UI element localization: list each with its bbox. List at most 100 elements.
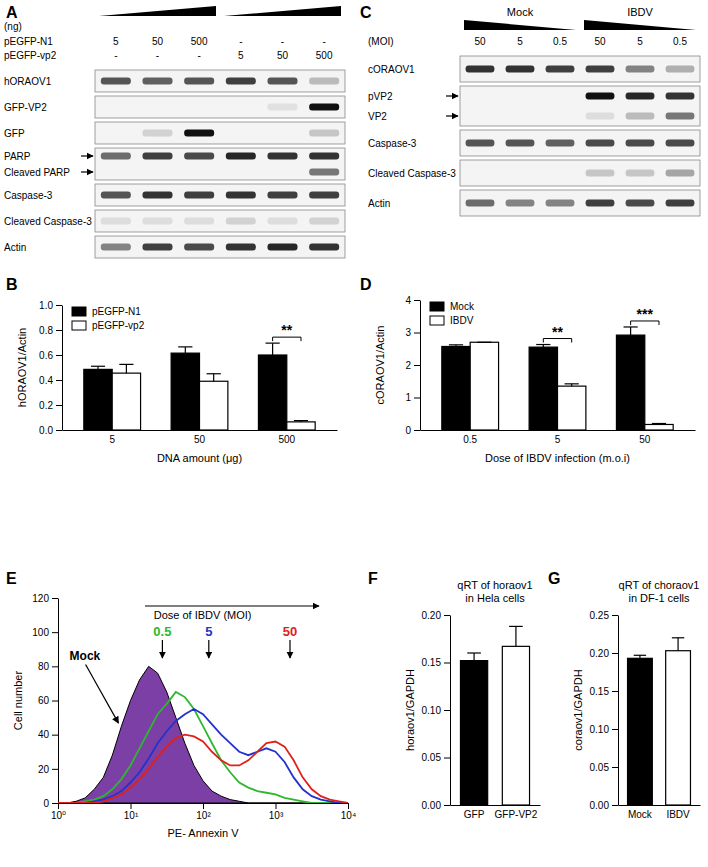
band xyxy=(101,169,131,176)
lane-header-value: - xyxy=(239,36,242,47)
tick-mark xyxy=(414,430,420,431)
bars xyxy=(460,626,529,805)
band xyxy=(184,169,214,176)
row-label: GFP xyxy=(4,128,25,139)
panel-label: A xyxy=(6,4,18,21)
tick-label: Mock xyxy=(628,809,653,820)
blot-strip xyxy=(460,130,700,156)
band xyxy=(101,192,131,199)
error-cap xyxy=(477,342,491,343)
band xyxy=(506,66,535,73)
tick-label: IBDV xyxy=(666,809,690,820)
tick-mark xyxy=(348,803,349,809)
tick-mark xyxy=(131,803,132,809)
error-stem xyxy=(272,343,273,355)
tick-label: 4 xyxy=(405,295,411,306)
axis-line xyxy=(58,599,59,804)
panel-label: D xyxy=(360,276,372,293)
tick: 0.20 xyxy=(590,648,618,659)
band xyxy=(546,113,575,120)
tick-label: 1 xyxy=(405,392,411,403)
band xyxy=(466,170,495,177)
tick-mark xyxy=(612,729,618,730)
band xyxy=(666,93,695,100)
tick: 0.05 xyxy=(590,762,618,773)
bar xyxy=(628,658,653,805)
row-label: GFP-VP2 xyxy=(4,102,47,113)
tick-label: 0.00 xyxy=(422,800,442,811)
tick-mark xyxy=(276,803,277,809)
error-cap xyxy=(634,655,646,656)
lane-header-value: - xyxy=(281,36,284,47)
tick: 80 xyxy=(38,661,58,672)
band xyxy=(268,130,298,137)
band xyxy=(184,244,214,251)
band xyxy=(309,78,339,85)
x-axis-title: DNA amount (μg) xyxy=(157,452,242,464)
y-axis-title: Cell number xyxy=(12,671,24,731)
error-cap xyxy=(652,423,666,424)
tick-label: 40 xyxy=(38,729,50,740)
x-axis: GFPGFP-VP2 xyxy=(451,805,541,820)
row-label: Caspase-3 xyxy=(4,190,53,201)
band xyxy=(666,170,695,177)
tick: 10³ xyxy=(269,803,284,821)
tick-mark xyxy=(56,380,62,381)
tick-mark xyxy=(52,701,58,702)
row-label: hORAOV1 xyxy=(4,76,52,87)
legend: MockIBDV xyxy=(430,301,475,326)
tick-label: 0.25 xyxy=(590,610,610,621)
lane-header-value: - xyxy=(197,50,200,61)
row-label: VP2 xyxy=(368,111,387,122)
series-label: 5 xyxy=(205,624,212,639)
band xyxy=(101,244,131,251)
lane-header-value: 50 xyxy=(474,36,486,47)
band xyxy=(184,104,214,111)
tick-label: 0.05 xyxy=(422,752,442,763)
tick-mark xyxy=(52,769,58,770)
band xyxy=(626,200,655,207)
band xyxy=(466,93,495,100)
band xyxy=(184,78,214,85)
tick: 0.2 xyxy=(39,400,62,411)
band xyxy=(309,153,339,160)
tick: 0.10 xyxy=(422,705,450,716)
y-axis: 01234 xyxy=(405,295,420,436)
band xyxy=(666,200,695,207)
band xyxy=(268,218,298,225)
line xyxy=(58,709,348,803)
bar xyxy=(84,369,112,430)
band xyxy=(226,78,256,85)
tick-label: 0 xyxy=(405,425,411,436)
tick-label: 10² xyxy=(196,810,211,821)
band xyxy=(268,153,298,160)
tick-label: 5 xyxy=(109,434,115,445)
y-axis-title: coraov1/GAPDH xyxy=(572,669,584,750)
error-bar xyxy=(178,347,192,353)
lane-header-value: - xyxy=(322,36,325,47)
bar-chart: 0.000.050.100.150.200.25MockIBDVqRT of c… xyxy=(572,579,701,820)
error-cap xyxy=(119,364,133,365)
error-bar xyxy=(672,638,684,651)
band xyxy=(143,130,173,137)
error-cap xyxy=(207,373,221,374)
error-cap xyxy=(624,326,638,327)
legend: pEGFP-N1pEGFP-vp2 xyxy=(72,306,145,331)
band xyxy=(268,244,298,251)
band xyxy=(309,130,339,137)
bar xyxy=(529,347,557,430)
y-axis-title: horaov1/GAPDH xyxy=(404,669,416,751)
bar xyxy=(258,355,286,430)
tick-label: 60 xyxy=(38,695,50,706)
blot-strip xyxy=(95,210,345,232)
tick-label: GFP xyxy=(464,809,485,820)
bar xyxy=(112,373,140,430)
band xyxy=(506,140,535,147)
tick-mark xyxy=(56,405,62,406)
blot-strip xyxy=(460,86,700,126)
error-bar xyxy=(207,374,221,382)
blot-strip xyxy=(460,160,700,186)
error-bar xyxy=(652,423,666,425)
tick: 120 xyxy=(32,593,58,604)
tick: 3 xyxy=(405,327,420,338)
